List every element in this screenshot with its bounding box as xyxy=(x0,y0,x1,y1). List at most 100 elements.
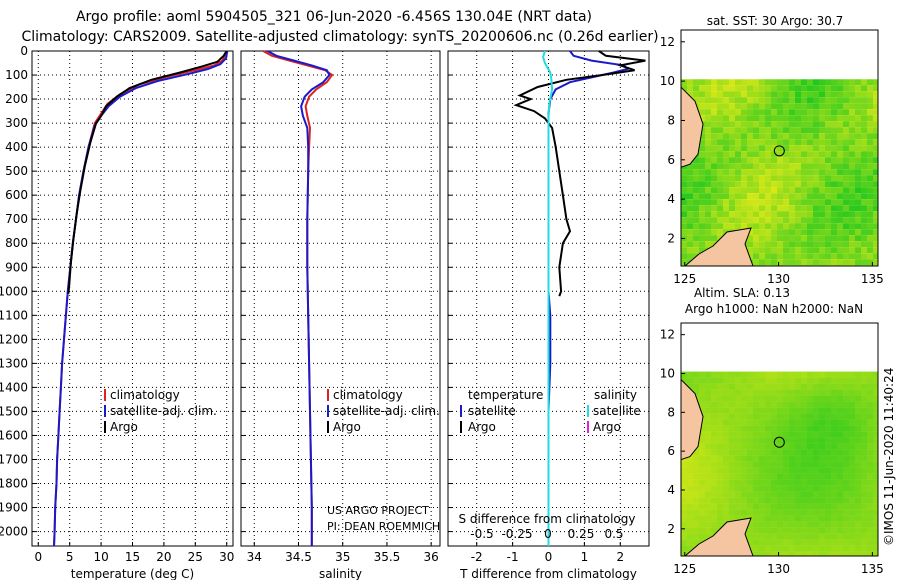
salinity-annotation-pi: PI: DEAN ROEMMICH xyxy=(327,520,440,533)
sla-cell xyxy=(795,383,801,390)
sla-cell xyxy=(753,449,759,456)
sla-cell xyxy=(873,521,878,528)
sst-cell xyxy=(813,127,819,134)
sst-cell xyxy=(861,91,867,98)
sla-cell xyxy=(861,449,867,456)
sla-cell xyxy=(849,527,855,534)
sst-cell xyxy=(855,229,861,236)
sla-cell xyxy=(789,425,795,432)
sst-cell xyxy=(711,169,717,176)
difference-xtick-label: -1 xyxy=(507,550,519,564)
sst-cell xyxy=(687,79,693,86)
sla-cell xyxy=(783,389,789,396)
sst-cell xyxy=(747,109,753,116)
depth-tick-label: 1200 xyxy=(0,332,28,346)
sla-cell xyxy=(747,413,753,420)
sst-cell xyxy=(699,115,705,122)
sla-cell xyxy=(741,467,747,474)
sst-cell xyxy=(753,79,759,86)
sst-cell xyxy=(759,217,765,224)
sst-cell xyxy=(699,229,705,236)
sla-cell xyxy=(711,431,717,438)
sla-cell xyxy=(843,521,849,528)
sla-cell xyxy=(783,467,789,474)
sla-cell xyxy=(843,413,849,420)
sst-cell xyxy=(783,127,789,134)
sst-cell xyxy=(819,79,825,86)
sla-cell xyxy=(825,443,831,450)
sst-cell xyxy=(747,79,753,86)
sst-cell xyxy=(771,115,777,122)
sst-cell xyxy=(867,253,873,260)
sst-cell xyxy=(753,115,759,122)
sst-cell xyxy=(723,199,729,206)
sla-cell xyxy=(867,425,873,432)
sla-cell xyxy=(699,473,705,480)
sla-cell xyxy=(705,407,711,414)
sla-cell xyxy=(849,389,855,396)
sla-cell xyxy=(699,497,705,504)
sla-cell xyxy=(747,425,753,432)
sst-cell xyxy=(699,235,705,242)
sst-cell xyxy=(717,175,723,182)
sst-cell xyxy=(687,223,693,230)
sla-cell xyxy=(687,467,693,474)
sla-cell xyxy=(777,497,783,504)
sla-cell xyxy=(807,485,813,492)
sla-cell xyxy=(735,371,741,378)
sla-cell xyxy=(849,461,855,468)
sla-cell xyxy=(807,455,813,462)
sst-cell xyxy=(849,133,855,140)
sst-cell xyxy=(807,121,813,128)
sst-cell xyxy=(687,85,693,92)
sla-cell xyxy=(735,425,741,432)
sst-cell xyxy=(777,97,783,104)
sla-cell xyxy=(729,515,735,522)
sla-cell xyxy=(765,371,771,378)
sst-cell xyxy=(843,229,849,236)
sla-cell xyxy=(795,449,801,456)
sla-cell xyxy=(759,443,765,450)
sst-cell xyxy=(777,205,783,212)
sst-cell xyxy=(873,193,878,200)
sst-cell xyxy=(729,151,735,158)
sla-cell xyxy=(843,443,849,450)
sst-cell xyxy=(807,85,813,92)
sla-cell xyxy=(711,449,717,456)
sst-cell xyxy=(705,121,711,128)
sla-cell xyxy=(825,539,831,546)
sla-cell xyxy=(693,497,699,504)
sla-cell xyxy=(699,389,705,396)
sst-cell xyxy=(735,91,741,98)
difference-legend-swatch xyxy=(460,405,462,417)
sst-cell xyxy=(801,139,807,146)
sla-cell xyxy=(753,527,759,534)
sla-cell xyxy=(687,521,693,528)
sla-cell xyxy=(777,479,783,486)
sst-cell xyxy=(807,157,813,164)
sla-cell xyxy=(843,515,849,522)
sst-cell xyxy=(861,259,867,266)
sla-cell xyxy=(747,491,753,498)
sla-cell xyxy=(723,509,729,516)
sla-cell xyxy=(747,521,753,528)
sst-cell xyxy=(861,109,867,116)
sla-cell xyxy=(687,473,693,480)
sla-cell xyxy=(867,509,873,516)
difference-secondary-tick: 0.25 xyxy=(568,527,595,541)
sst-cell xyxy=(861,97,867,104)
sla-cell xyxy=(723,389,729,396)
sla-cell xyxy=(825,431,831,438)
sst-cell xyxy=(861,79,867,86)
sla-cell xyxy=(777,431,783,438)
sst-cell xyxy=(699,175,705,182)
sst-cell xyxy=(837,187,843,194)
sla-cell xyxy=(765,545,771,552)
sst-cell xyxy=(801,157,807,164)
salinity-xtick-label: 34 xyxy=(247,550,262,564)
sst-cell xyxy=(753,187,759,194)
sst-cell xyxy=(867,163,873,170)
sst-cell xyxy=(723,169,729,176)
sla-cell xyxy=(873,497,878,504)
sla-cell xyxy=(825,425,831,432)
